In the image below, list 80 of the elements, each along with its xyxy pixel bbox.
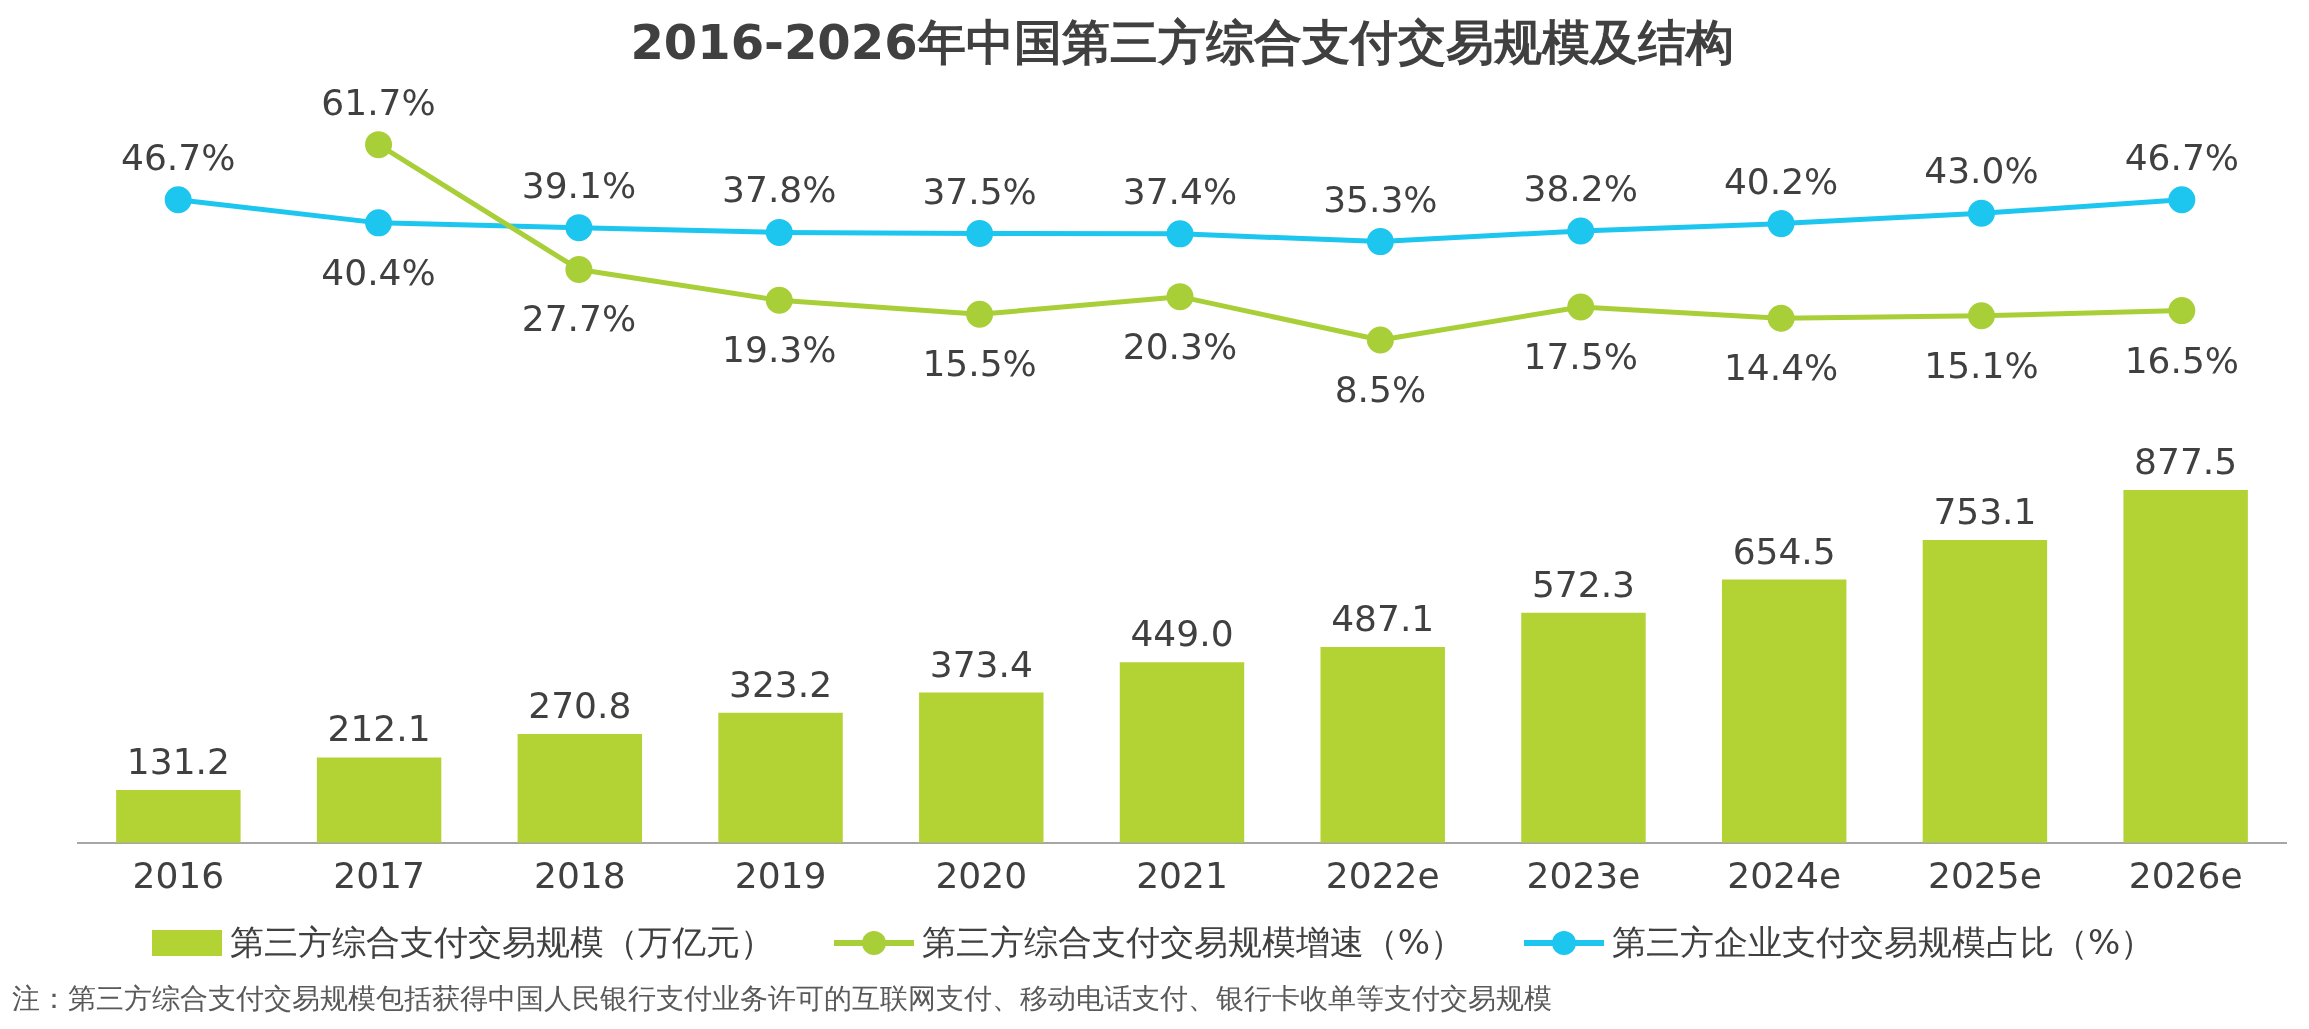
data-label: 35.3% [1323,178,1438,220]
point [1366,228,1394,256]
data-label: 37.5% [922,170,1037,212]
point [565,255,593,283]
bar [1721,579,1847,843]
bar [116,790,241,843]
bar [2123,489,2248,843]
point [765,286,793,314]
bar [1922,539,2048,843]
bar [517,733,643,843]
data-label: 373.4 [929,643,1033,685]
data-label: 270.8 [528,684,632,726]
data-label: 449.0 [1130,613,1234,655]
bar [718,712,843,843]
data-label: 131.2 [126,741,230,783]
point [1967,302,1995,330]
data-label: 40.2% [1723,160,1839,202]
point [2168,297,2196,325]
point [1366,326,1394,354]
point [966,300,994,328]
point [565,214,593,242]
bar [919,692,1044,843]
data-label: 40.4% [321,251,436,293]
point [365,209,393,237]
data-label: 37.8% [722,169,837,211]
x-tick-label: 2026e [2128,854,2243,896]
data-label: 19.3% [722,329,837,371]
x-tick-label: 2023e [1526,854,1641,896]
chart-title: 2016-2026年中国第三方综合支付交易规模及结构 [630,14,1734,71]
data-label: 43.0% [1924,150,2039,192]
data-label: 16.5% [2124,339,2240,381]
bar [1320,646,1445,843]
point [765,218,793,246]
data-label: 17.5% [1523,335,1638,377]
data-label: 572.3 [1531,563,1635,605]
legend-label: 第三方综合支付交易规模（万亿元） [229,921,774,964]
data-label: 877.5 [2134,440,2238,482]
data-label: 46.7% [2124,136,2240,178]
point [1567,217,1595,245]
point [1567,293,1595,321]
point [2168,186,2196,214]
data-label: 15.1% [1924,344,2039,386]
data-label: 38.2% [1523,167,1638,209]
legend-label: 第三方综合支付交易规模增速（%） [921,921,1464,964]
x-tick-label: 2018 [534,854,626,896]
bar [316,757,442,843]
data-label: 487.1 [1331,597,1435,639]
point [365,131,393,159]
x-tick-label: 2021 [1136,854,1228,896]
x-tick-label: 2017 [333,854,425,896]
data-label: 27.7% [521,298,637,340]
point [1166,283,1194,311]
data-label: 61.7% [321,81,436,123]
x-tick-label: 2020 [935,854,1028,896]
point [1767,304,1795,332]
data-label: 46.7% [120,136,236,178]
data-label: 20.3% [1122,325,1238,367]
data-label: 37.4% [1122,170,1238,212]
point [1166,220,1194,248]
bar [1119,662,1245,843]
x-tick-label: 2019 [734,854,827,896]
x-tick-label: 2022e [1325,854,1440,896]
point [966,220,994,248]
point [1767,210,1795,238]
data-label: 753.1 [1933,490,2037,532]
text: 注：第三方综合支付交易规模包括获得中国人民银行支付业务许可的互联网支付、移动电话支付、银行卡收单等支付交易规模 [12,981,1553,1017]
point [1967,199,1995,227]
bar [1521,612,1646,843]
legend-label: 第三方企业支付交易规模占比（%） [1612,921,2155,964]
data-label: 15.5% [922,343,1037,385]
data-label: 654.5 [1732,530,1836,572]
data-label: 8.5% [1334,368,1427,410]
x-tick-label: 2025e [1928,854,2042,896]
data-label: 323.2 [729,663,833,705]
x-tick-label: 2024e [1727,854,1842,896]
data-label: 14.4% [1723,347,1839,389]
x-tick-label: 2016 [132,854,225,896]
data-label: 39.1% [521,164,637,206]
data-label: 212.1 [327,708,431,750]
point [164,186,192,214]
